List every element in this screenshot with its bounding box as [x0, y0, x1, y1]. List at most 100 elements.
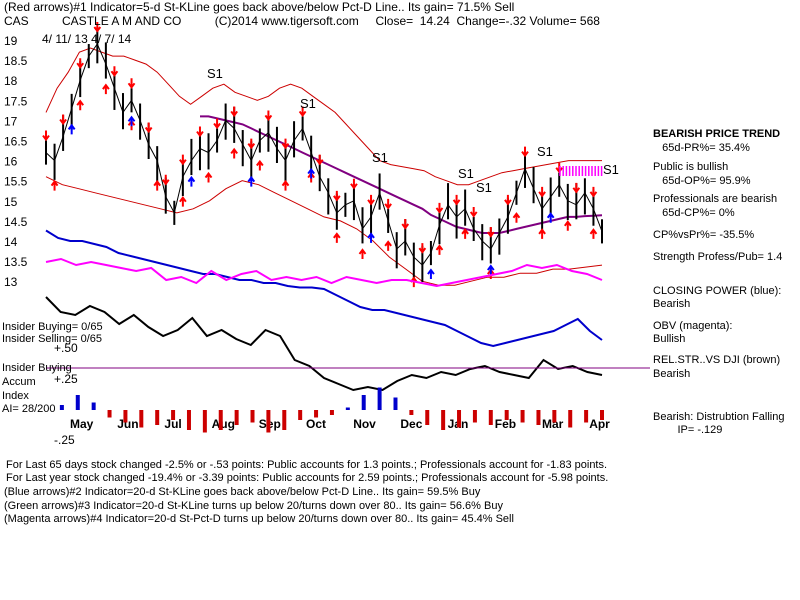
band-upper-line: [45, 47, 602, 186]
buy-arrow: [367, 232, 375, 243]
up-arrow-red: [589, 228, 598, 239]
up-arrow-red: [512, 212, 521, 223]
obv-polyline: [45, 257, 603, 288]
rp-3: 65d-OP%= 95.9%: [653, 175, 751, 187]
sell-arrow: [144, 122, 153, 134]
rp-14: Bearish: Distrubtion Falling: [653, 411, 785, 423]
rp-5: 65d-CP%= 0%: [653, 207, 735, 219]
sell-signal-label: S1: [372, 150, 388, 165]
sell-signal-label: S1: [476, 180, 492, 195]
y-tick-label: 17: [4, 114, 18, 128]
sell-arrow: [555, 162, 564, 174]
y-tick-label: 14.5: [4, 215, 28, 229]
rp-11: Bullish: [653, 333, 686, 345]
sell-arrow: [538, 186, 546, 198]
ai-label: AI= 28/200: [2, 403, 56, 415]
up-arrow-red: [563, 220, 572, 231]
insider-selling-label: Insider Selling= 0/65: [2, 333, 102, 345]
footer-line-0: For Last 65 days stock changed -2.5% or …: [6, 459, 608, 471]
buy-arrow: [487, 264, 495, 276]
x-tick-label: Mar: [542, 417, 564, 431]
up-arrow-red: [230, 147, 238, 159]
sell-arrow: [589, 186, 598, 198]
sell-arrow: [384, 198, 392, 210]
sell-arrow: [230, 106, 238, 118]
insider-buying-label: Insider Buying= 0/65: [2, 321, 103, 333]
y-tick-label: 17.5: [4, 94, 28, 108]
sell-arrow: [469, 206, 478, 218]
x-tick-labels: MayJunJulAugSepOctNovDecJanFebMarApr: [70, 417, 610, 431]
buy-arrow: [307, 167, 315, 179]
rp-4: Professionals are bearish: [653, 193, 778, 205]
sell-arrow: [298, 106, 307, 118]
up-arrow-red: [102, 83, 110, 95]
moving-average-line: [200, 115, 603, 234]
y-tick-label: 18.5: [4, 54, 28, 68]
y-tick-label: 15.5: [4, 175, 28, 189]
buy-arrow: [427, 268, 435, 280]
rp-10: OBV (magenta):: [653, 320, 733, 332]
sell-arrow: [196, 126, 204, 138]
volume-y-label: +.25: [54, 372, 78, 386]
y-tick-label: 16: [4, 155, 18, 169]
up-arrow-red: [204, 171, 213, 183]
sell-arrow: [504, 194, 512, 206]
sell-arrow: [572, 182, 581, 194]
footer-line-2: (Blue arrows)#2 Indicator=20-d St-KLine …: [4, 486, 481, 498]
sell-arrow: [435, 202, 444, 214]
y-tick-label: 14: [4, 235, 18, 249]
sell-signal-label: S1: [458, 166, 474, 181]
volume-y-label: -.25: [54, 433, 75, 447]
rp-2: Public is bullish: [653, 161, 729, 173]
footer-line-4: (Magenta arrows)#4 Indicator=20-d St-Pct…: [4, 513, 514, 525]
sell-arrow: [315, 154, 324, 166]
sell-arrow: [247, 138, 256, 150]
up-arrow-red: [333, 232, 341, 243]
bollinger-band: [45, 47, 603, 286]
sell-signal-label: S1: [537, 144, 553, 159]
rp-13: Bearish: [653, 368, 691, 380]
up-arrow-red: [256, 159, 264, 171]
x-tick-label: Jun: [117, 417, 138, 431]
date-range: 4/ 11/ 13 4/ 7/ 14: [42, 32, 132, 46]
x-tick-label: Dec: [400, 417, 422, 431]
sell-arrow: [42, 130, 50, 142]
x-tick-label: Aug: [212, 417, 235, 431]
sell-arrow: [281, 138, 290, 150]
x-tick-label: Nov: [353, 417, 376, 431]
y-tick-label: 19: [4, 34, 18, 48]
sell-signal-label: S1: [603, 162, 619, 177]
rp-1: 65d-PR%= 35.4%: [653, 142, 750, 154]
sell-arrow: [418, 243, 427, 254]
sell-arrow: [93, 22, 102, 33]
obv-line: [45, 257, 603, 288]
x-tick-label: Apr: [589, 417, 610, 431]
sell-signal-label: S1: [300, 96, 316, 111]
volume-y-label: +.50: [54, 341, 78, 355]
buy-arrow: [127, 115, 136, 127]
up-arrow-red: [461, 228, 469, 239]
rp-7: Strength Profess/Pub= 1.4: [653, 251, 783, 263]
buy-arrow: [247, 175, 256, 187]
closing-power-polyline: [45, 229, 603, 348]
x-tick-label: Jul: [164, 417, 181, 431]
ma-line: [200, 115, 603, 234]
sell-arrow: [521, 146, 529, 158]
sell-signal-label: S1: [207, 66, 223, 81]
up-arrow-red: [435, 244, 444, 255]
footer-line-1: For Last year stock changed -19.4% or -3…: [6, 472, 609, 484]
rp-9: Bearish: [653, 298, 691, 310]
chart-title-line: CAS CASTLE A M AND CO (C)2014 www.tigers…: [4, 14, 600, 28]
sell-arrow: [350, 178, 358, 190]
rp-15: IP= -.129: [653, 424, 723, 436]
indicator-1-title: (Red arrows)#1 Indicator=5-d St-KLine go…: [4, 0, 515, 14]
buy-arrow: [546, 212, 555, 223]
price-bars: [45, 27, 603, 283]
sell-arrow: [59, 114, 67, 126]
up-arrow-red: [76, 99, 85, 111]
footer-line-3: (Green arrows)#3 Indicator=20-d St-KLine…: [4, 500, 503, 512]
y-tick-labels: 19 18.5 18 17.5 17 16.5 16 15.5 15 14.5 14 13.5 13: [4, 34, 28, 289]
buy-arrow: [67, 123, 76, 135]
x-tick-label: May: [70, 417, 94, 431]
